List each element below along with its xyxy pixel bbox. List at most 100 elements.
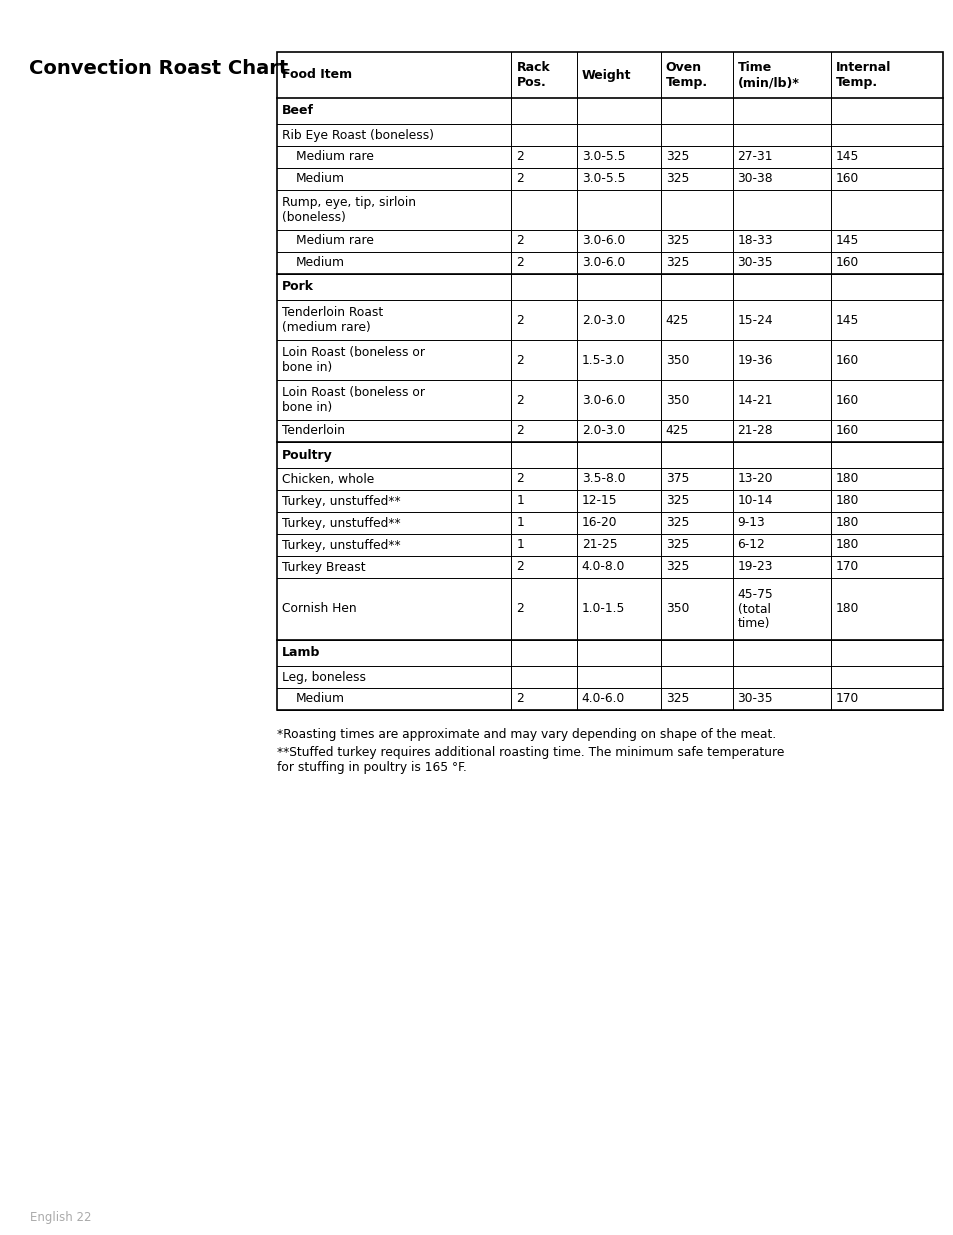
Text: Medium: Medium [295, 173, 345, 185]
Text: 325: 325 [665, 173, 688, 185]
Text: 4.0-6.0: 4.0-6.0 [581, 693, 624, 705]
Text: 2: 2 [516, 257, 523, 269]
Text: 30-38: 30-38 [737, 173, 772, 185]
Text: Tenderloin Roast
(medium rare): Tenderloin Roast (medium rare) [282, 306, 383, 333]
Text: 18-33: 18-33 [737, 235, 772, 247]
Text: 3.0-6.0: 3.0-6.0 [581, 257, 624, 269]
Text: Medium: Medium [295, 257, 345, 269]
Text: 2: 2 [516, 425, 523, 437]
Text: 145: 145 [835, 314, 859, 326]
Text: 350: 350 [665, 603, 688, 615]
Text: Rib Eye Roast (boneless): Rib Eye Roast (boneless) [282, 128, 434, 142]
Text: Turkey, unstuffed**: Turkey, unstuffed** [282, 494, 400, 508]
Text: 30-35: 30-35 [737, 693, 772, 705]
Text: 325: 325 [665, 494, 688, 508]
Text: Oven
Temp.: Oven Temp. [665, 61, 707, 89]
Bar [276, 52, 942, 710]
Text: 9-13: 9-13 [737, 516, 764, 530]
Text: 180: 180 [835, 538, 859, 552]
Text: 2: 2 [516, 394, 523, 406]
Text: Convection Roast Chart: Convection Roast Chart [29, 58, 288, 78]
Text: Tenderloin: Tenderloin [282, 425, 345, 437]
Text: Leg, boneless: Leg, boneless [282, 671, 366, 683]
Text: 2.0-3.0: 2.0-3.0 [581, 425, 624, 437]
Text: 425: 425 [665, 425, 688, 437]
Text: 1: 1 [516, 494, 523, 508]
Text: 3.0-6.0: 3.0-6.0 [581, 394, 624, 406]
Text: 21-28: 21-28 [737, 425, 772, 437]
Text: 12-15: 12-15 [581, 494, 617, 508]
Text: 145: 145 [835, 151, 859, 163]
Text: 375: 375 [665, 473, 688, 485]
Text: Poultry: Poultry [282, 448, 333, 462]
Text: 19-36: 19-36 [737, 353, 772, 367]
Text: Beef: Beef [282, 105, 314, 117]
Text: 2: 2 [516, 561, 523, 573]
Text: 2: 2 [516, 235, 523, 247]
Text: 2: 2 [516, 473, 523, 485]
Text: 160: 160 [835, 353, 859, 367]
Text: 425: 425 [665, 314, 688, 326]
Text: 170: 170 [835, 561, 859, 573]
Text: 325: 325 [665, 561, 688, 573]
Text: 325: 325 [665, 516, 688, 530]
Text: 3.0-6.0: 3.0-6.0 [581, 235, 624, 247]
Text: 2: 2 [516, 173, 523, 185]
Text: Medium rare: Medium rare [295, 235, 374, 247]
Text: 180: 180 [835, 473, 859, 485]
Text: Medium rare: Medium rare [295, 151, 374, 163]
Text: Chicken, whole: Chicken, whole [282, 473, 374, 485]
Text: Rump, eye, tip, sirloin
(boneless): Rump, eye, tip, sirloin (boneless) [282, 196, 416, 224]
Text: Lamb: Lamb [282, 646, 320, 659]
Text: 3.5-8.0: 3.5-8.0 [581, 473, 624, 485]
Text: 3.0-5.5: 3.0-5.5 [581, 151, 624, 163]
Text: Cornish Hen: Cornish Hen [282, 603, 356, 615]
Text: 325: 325 [665, 693, 688, 705]
Text: 2: 2 [516, 314, 523, 326]
Text: Rack
Pos.: Rack Pos. [516, 61, 550, 89]
Text: 180: 180 [835, 494, 859, 508]
Text: 180: 180 [835, 603, 859, 615]
Text: 3.0-5.5: 3.0-5.5 [581, 173, 624, 185]
Text: **Stuffed turkey requires additional roasting time. The minimum safe temperature: **Stuffed turkey requires additional roa… [276, 746, 783, 774]
Text: 2.0-3.0: 2.0-3.0 [581, 314, 624, 326]
Text: 170: 170 [835, 693, 859, 705]
Text: Time
(min/lb)*: Time (min/lb)* [737, 61, 799, 89]
Text: 4.0-8.0: 4.0-8.0 [581, 561, 624, 573]
Text: English 22: English 22 [30, 1210, 91, 1224]
Text: Turkey, unstuffed**: Turkey, unstuffed** [282, 516, 400, 530]
Text: 350: 350 [665, 353, 688, 367]
Text: 6-12: 6-12 [737, 538, 764, 552]
Text: Weight: Weight [581, 68, 631, 82]
Text: 2: 2 [516, 353, 523, 367]
Text: 30-35: 30-35 [737, 257, 772, 269]
Text: 160: 160 [835, 173, 859, 185]
Text: 145: 145 [835, 235, 859, 247]
Text: 13-20: 13-20 [737, 473, 772, 485]
Text: 10-14: 10-14 [737, 494, 772, 508]
Text: 45-75
(total
time): 45-75 (total time) [737, 588, 773, 631]
Text: *Roasting times are approximate and may vary depending on shape of the meat.: *Roasting times are approximate and may … [276, 727, 776, 741]
Text: Turkey, unstuffed**: Turkey, unstuffed** [282, 538, 400, 552]
Text: 1.0-1.5: 1.0-1.5 [581, 603, 624, 615]
Text: 16-20: 16-20 [581, 516, 617, 530]
Text: 325: 325 [665, 538, 688, 552]
Text: 350: 350 [665, 394, 688, 406]
Text: 180: 180 [835, 516, 859, 530]
Text: 1.5-3.0: 1.5-3.0 [581, 353, 624, 367]
Text: Internal
Temp.: Internal Temp. [835, 61, 890, 89]
Text: 160: 160 [835, 257, 859, 269]
Text: Pork: Pork [282, 280, 314, 294]
Text: Turkey Breast: Turkey Breast [282, 561, 365, 573]
Text: 160: 160 [835, 425, 859, 437]
Text: Food Item: Food Item [282, 68, 352, 82]
Text: 2: 2 [516, 603, 523, 615]
Text: 19-23: 19-23 [737, 561, 772, 573]
Text: 325: 325 [665, 235, 688, 247]
Text: Loin Roast (boneless or
bone in): Loin Roast (boneless or bone in) [282, 346, 424, 374]
Text: 325: 325 [665, 151, 688, 163]
Text: 1: 1 [516, 516, 523, 530]
Text: 27-31: 27-31 [737, 151, 772, 163]
Text: 14-21: 14-21 [737, 394, 772, 406]
Text: 21-25: 21-25 [581, 538, 617, 552]
